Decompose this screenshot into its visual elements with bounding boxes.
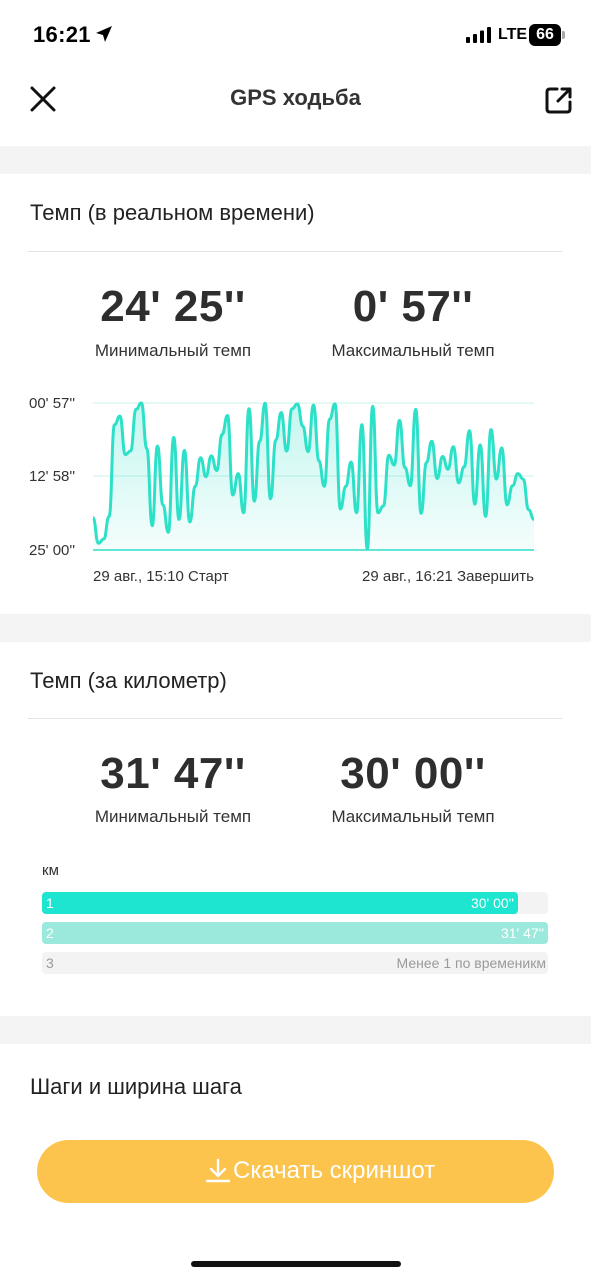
x-end-label: 29 авг., 16:21 Завершить [362, 568, 534, 585]
per-km-max-pace-value: 30' 00'' [340, 749, 486, 798]
per-km-min-pace-label: Минимальный темп [94, 807, 252, 826]
home-indicator [191, 1261, 401, 1267]
km-pace-value: Менее 1 по временикм [396, 955, 546, 971]
per-km-max-pace-label: Максимальный темп [331, 807, 495, 826]
km-row-3: 3 Менее 1 по временикм [42, 952, 548, 974]
realtime-pace-title: Темп (в реальном времени) [30, 200, 315, 225]
battery-icon: 66 [529, 24, 561, 46]
download-icon [205, 1158, 231, 1183]
km-pace-value: 31' 47'' [500, 925, 544, 941]
km-row-2: 2 31' 47'' [42, 922, 548, 944]
realtime-max-pace-value: 0' 57'' [352, 282, 474, 331]
section-separator [0, 614, 591, 642]
x-start-label: 29 авг., 15:10 Старт [93, 568, 229, 585]
status-time: 16:21 [33, 22, 91, 47]
km-bar-fill [42, 892, 518, 914]
realtime-min-pace-label: Минимальный темп [94, 341, 252, 360]
y-tick-label: 25' 00'' [29, 542, 75, 559]
download-screenshot-button[interactable]: Скачать скриншот [37, 1140, 554, 1203]
km-unit-label: км [42, 862, 59, 879]
divider [28, 718, 562, 719]
page-title: GPS ходьба [230, 85, 361, 110]
cellular-signal-icon [466, 27, 491, 43]
per-km-pace-title: Темп (за километр) [30, 668, 227, 693]
km-bar-fill [42, 922, 548, 944]
network-type: LTE [498, 26, 528, 43]
km-row-1: 1 30' 00'' [42, 892, 548, 914]
location-arrow-icon [96, 26, 112, 42]
realtime-min-pace-value: 24' 25'' [100, 282, 246, 331]
km-index: 3 [46, 955, 54, 971]
section-separator [0, 1016, 591, 1044]
per-km-min-pace-value: 31' 47'' [100, 749, 246, 798]
km-pace-value: 30' 00'' [470, 895, 514, 911]
battery-tip [562, 31, 565, 39]
realtime-pace-chart: 00' 57'' 12' 58'' 25' 00'' 29 авг., 15:1… [29, 395, 535, 585]
km-index: 1 [46, 895, 54, 911]
close-icon[interactable] [26, 82, 60, 116]
y-tick-label: 00' 57'' [29, 395, 75, 412]
download-button-label: Скачать скриншот [233, 1157, 436, 1184]
status-bar: 16:21 LTE 66 [0, 0, 591, 70]
divider [28, 251, 562, 252]
share-external-icon[interactable] [543, 84, 575, 116]
steps-section-title: Шаги и ширина шага [30, 1074, 242, 1099]
navigation-header: GPS ходьба [0, 70, 591, 146]
section-separator [0, 146, 591, 174]
y-tick-label: 12' 58'' [29, 468, 75, 485]
pace-line [91, 401, 535, 551]
km-index: 2 [46, 925, 54, 941]
realtime-max-pace-label: Максимальный темп [331, 341, 495, 360]
pace-area-fill [93, 403, 534, 550]
